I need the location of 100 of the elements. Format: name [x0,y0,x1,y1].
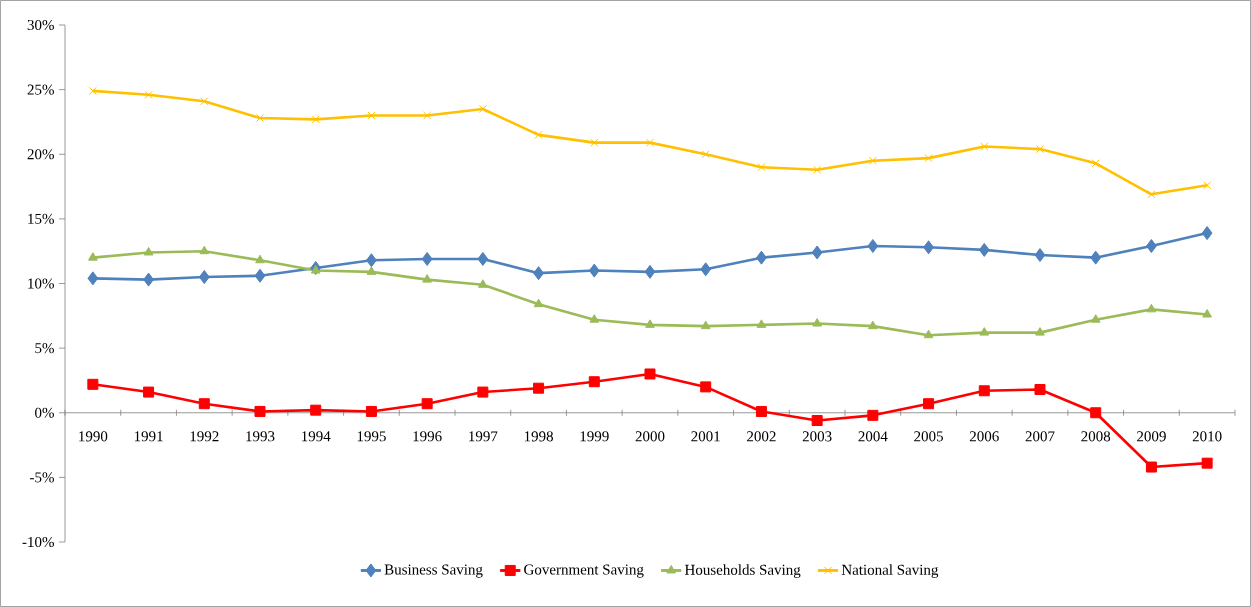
point [310,404,322,416]
x-tick-label: 1995 [357,431,386,442]
point [367,111,376,120]
point [868,156,877,165]
point [1090,407,1102,419]
point [143,246,154,256]
x-tick-label: 1996 [413,431,442,442]
point [1201,226,1213,241]
legend-label: Government Saving [524,564,644,578]
point [477,386,489,398]
legend-label: Households Saving [684,564,801,578]
point [813,165,822,174]
y-tick-label: 15% [28,213,54,224]
point [1203,181,1212,190]
point [534,130,543,139]
point [254,405,266,417]
point [923,329,934,339]
point [88,252,98,261]
x-tick-label: 2006 [969,431,999,442]
x-tick-label: 2004 [858,431,888,442]
point [756,250,767,265]
x-tick-label: 1997 [469,431,498,442]
point [588,376,600,388]
x-tick-label: 2010 [1192,431,1222,442]
point [868,320,878,330]
x-tick-label: 2002 [747,431,776,442]
x-tick-label: 2007 [1025,431,1055,442]
point [867,239,879,254]
point [811,245,823,260]
point [590,138,599,147]
point [923,240,934,255]
legend-label: National Saving [841,564,939,578]
x-tick-label: 1993 [246,431,275,442]
point [88,86,97,95]
point [87,378,99,390]
x-tick-label: 1998 [524,431,553,442]
y-tick-label: 5% [35,343,54,354]
x-tick-label: 1990 [79,431,108,442]
point [255,114,265,123]
point [144,90,153,99]
point [143,272,154,287]
point [812,318,822,327]
point [700,320,711,330]
x-tick-label: 2001 [691,431,720,442]
point [1091,159,1100,168]
point [867,409,879,421]
y-tick-label: 0% [35,407,54,418]
point [311,115,320,124]
point [533,298,544,308]
point [644,368,656,380]
y-tick-label: -10% [22,536,54,548]
point [645,319,655,328]
point [811,415,823,426]
y-tick-label: -5% [30,472,54,483]
point [757,163,766,172]
point [588,263,600,278]
point [477,251,489,266]
point [645,138,655,147]
point [421,251,433,266]
point [923,398,935,410]
x-tick-label: 1994 [302,431,331,442]
point [365,405,377,417]
point [533,382,545,394]
point [756,319,767,328]
point [366,266,377,275]
y-tick-label: 30% [27,19,54,31]
point [980,142,989,151]
point [254,268,266,283]
point [701,150,710,159]
point [1147,190,1156,199]
point [533,266,544,281]
point [87,271,99,286]
point [755,405,767,417]
point [200,97,209,106]
point [1090,314,1101,323]
x-tick-label: 2000 [635,431,665,442]
point [700,381,712,393]
y-tick-label: 10% [28,278,54,289]
x-tick-label: 2003 [802,431,832,442]
point [589,314,600,323]
point [1145,461,1157,473]
y-tick-label: 20% [27,149,54,160]
x-tick-label: 2005 [914,431,943,442]
point [979,327,990,336]
point [422,274,432,283]
point [1035,145,1045,154]
point [1202,309,1212,318]
point [478,279,488,288]
point [366,253,377,268]
x-tick-label: 1992 [190,431,219,442]
point [423,111,432,120]
x-tick-label: 2008 [1081,431,1111,442]
point [198,398,210,410]
point [1034,248,1046,263]
point [143,386,155,398]
point [199,245,210,255]
point [924,154,933,163]
point [1035,327,1045,336]
point [978,242,990,257]
point [198,270,210,285]
